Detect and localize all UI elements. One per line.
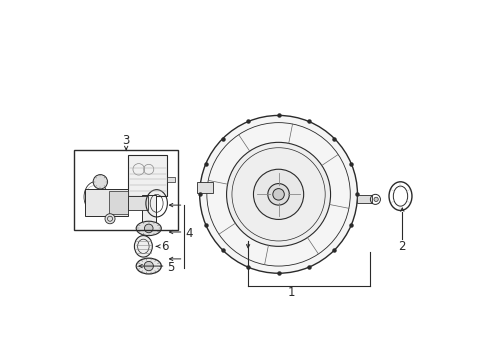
Circle shape	[267, 184, 289, 205]
Text: 1: 1	[287, 287, 294, 300]
Bar	[196, 182, 212, 193]
Circle shape	[373, 197, 378, 202]
Circle shape	[199, 116, 357, 273]
Text: 4: 4	[185, 227, 192, 240]
Ellipse shape	[134, 235, 152, 257]
Text: 6: 6	[161, 240, 168, 253]
Circle shape	[144, 261, 153, 271]
Circle shape	[144, 224, 153, 233]
Bar	[357, 195, 371, 203]
Circle shape	[253, 169, 303, 220]
Ellipse shape	[136, 221, 161, 235]
Ellipse shape	[136, 258, 161, 274]
Circle shape	[272, 189, 284, 200]
Text: 3: 3	[122, 134, 130, 147]
Bar	[108, 191, 128, 214]
Bar	[128, 155, 167, 196]
Bar	[74, 149, 178, 230]
Circle shape	[93, 175, 107, 189]
Circle shape	[226, 142, 330, 246]
Bar	[128, 196, 147, 211]
Text: 2: 2	[398, 240, 405, 253]
Bar	[167, 177, 174, 182]
Text: 5: 5	[167, 261, 174, 274]
Circle shape	[105, 214, 115, 224]
Bar	[142, 195, 156, 223]
Bar	[85, 189, 128, 216]
